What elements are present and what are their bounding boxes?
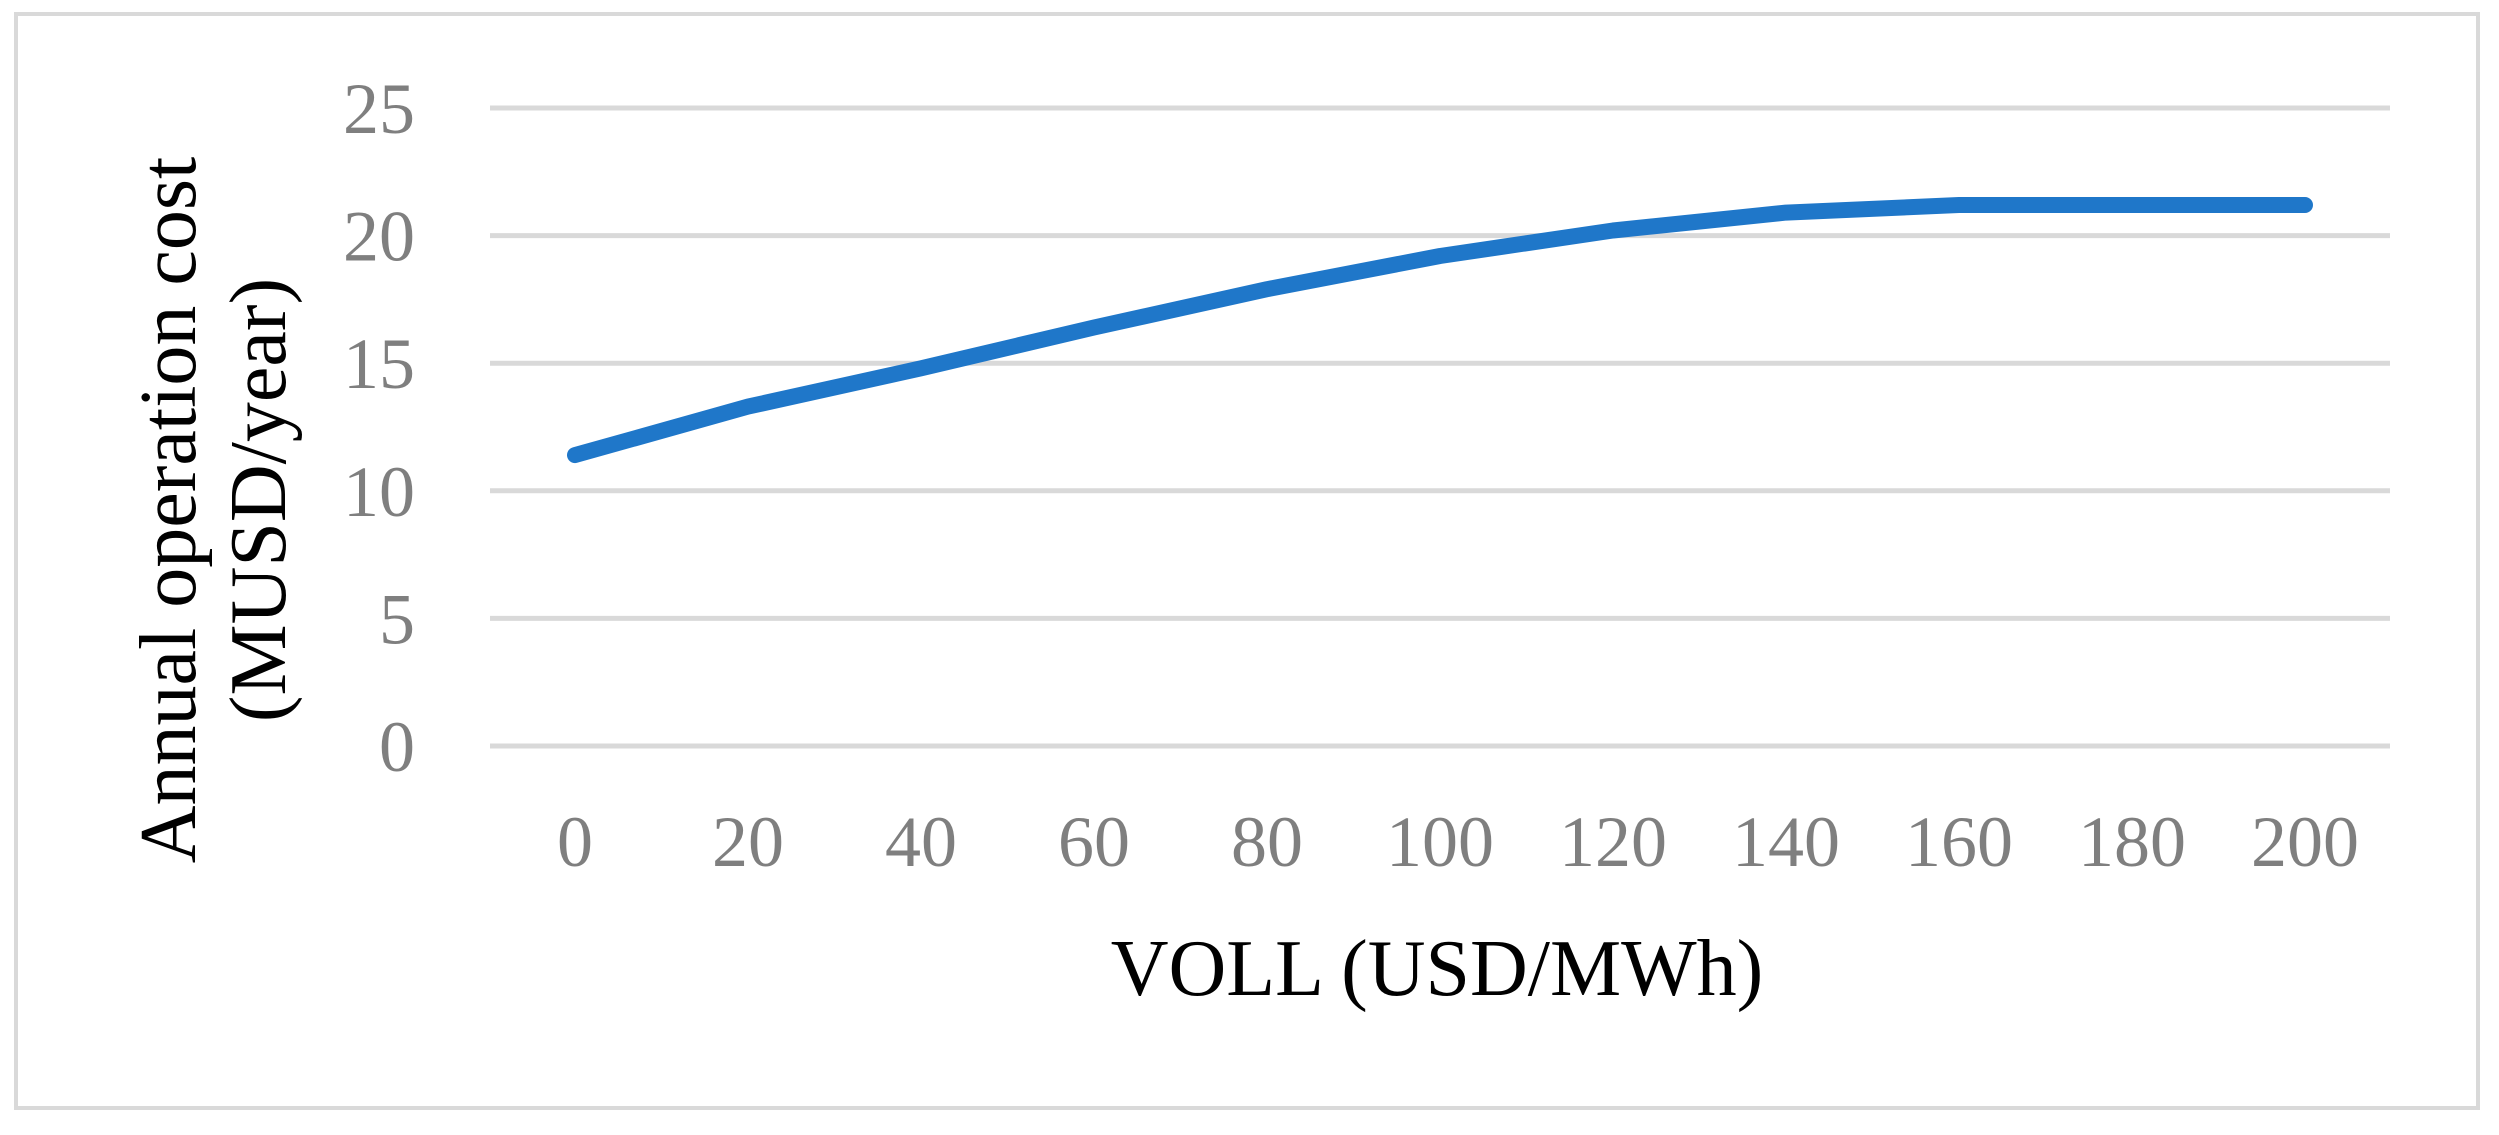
series-layer	[567, 197, 2313, 464]
chart-frame	[14, 12, 2480, 1110]
x-tick-label: 120	[1559, 802, 1667, 882]
x-tick-label: 100	[1386, 802, 1494, 882]
x-tick-label: 20	[712, 802, 784, 882]
x-tick-label: 140	[1732, 802, 1840, 882]
x-tick-label: 40	[885, 802, 957, 882]
y-tick-label: 15	[343, 324, 415, 404]
y-axis-ticks: 0 5 10 15 20 25	[343, 69, 415, 787]
y-tick-label: 5	[379, 579, 415, 659]
x-tick-label: 80	[1231, 802, 1303, 882]
x-tick-label: 160	[1905, 802, 2013, 882]
x-axis-ticks: 0 20 40 60 80 100 120 140 160 180 200	[557, 802, 2359, 882]
x-tick-label: 0	[557, 802, 593, 882]
y-tick-label: 0	[379, 707, 415, 787]
y-axis-title: Annual operation cost (MUSD/year)	[125, 137, 303, 863]
x-tick-label: 200	[2251, 802, 2359, 882]
y-tick-label: 25	[343, 69, 415, 149]
y-tick-label: 20	[343, 197, 415, 277]
gridlines	[490, 105, 2390, 749]
x-axis-title: VOLL (USD/MWh)	[1111, 925, 1764, 1013]
y-axis-title-line-2: (MUSD/year)	[215, 278, 303, 722]
y-tick-label: 10	[343, 452, 415, 532]
x-tick-label: 180	[2078, 802, 2186, 882]
y-axis-title-line-1: Annual operation cost	[125, 157, 213, 863]
x-tick-label: 60	[1058, 802, 1130, 882]
series-line-0	[567, 197, 2313, 464]
